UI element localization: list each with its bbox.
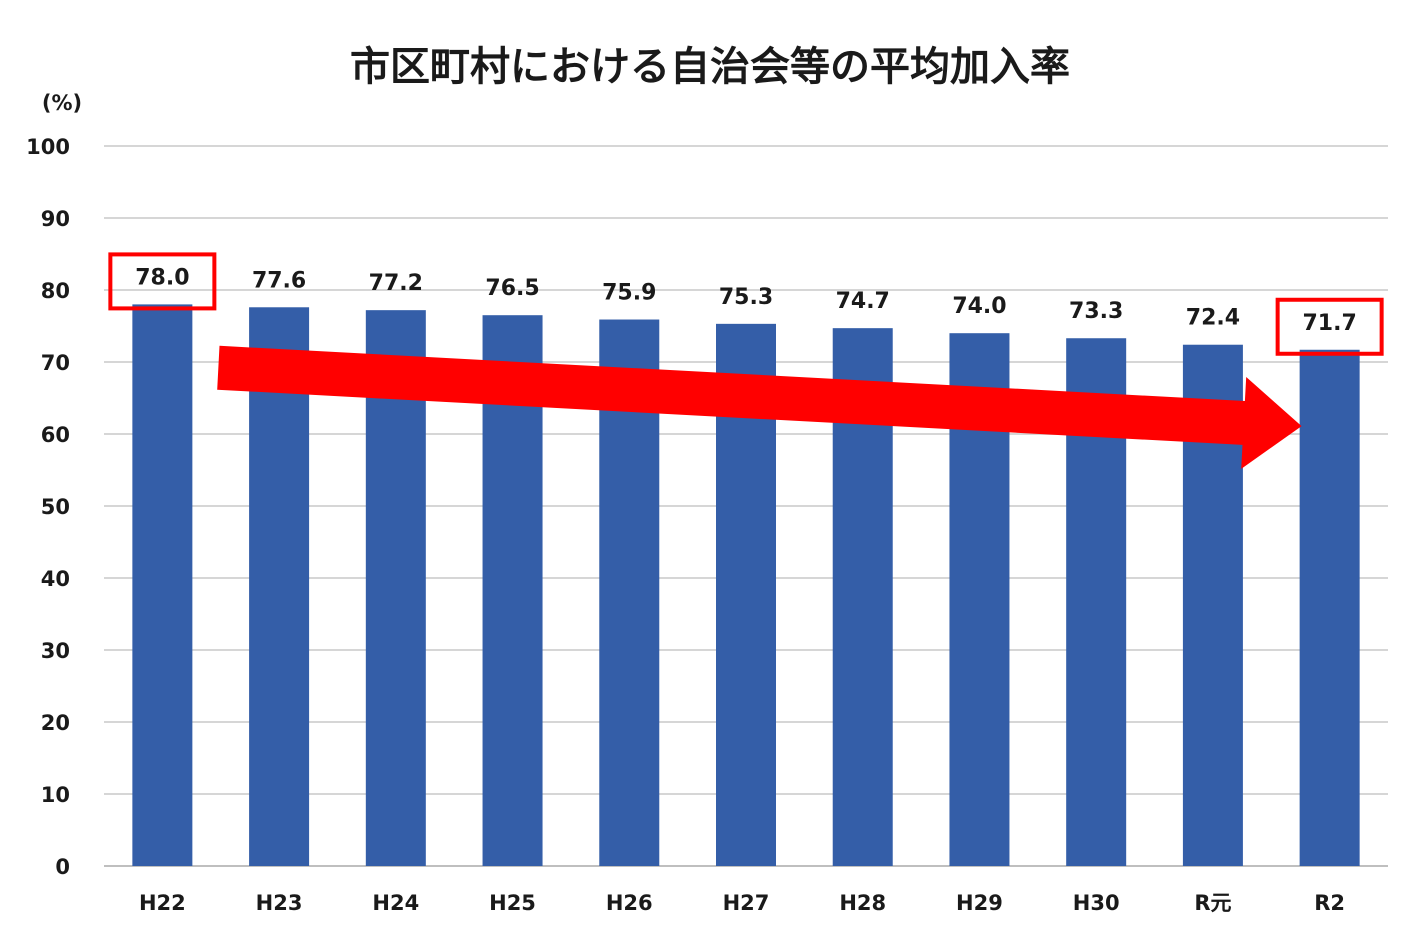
x-category-label: H30 [1073, 891, 1120, 915]
x-category-label: H23 [256, 891, 303, 915]
y-tick-label: 10 [41, 783, 70, 807]
y-tick-label: 80 [41, 279, 70, 303]
data-label: 74.7 [836, 289, 890, 314]
bar [1299, 349, 1360, 866]
data-label: 78.0 [135, 265, 189, 290]
x-category-label: R元 [1194, 891, 1231, 915]
x-category-label: H24 [372, 891, 419, 915]
y-tick-label: 40 [41, 567, 70, 591]
data-label: 77.2 [369, 271, 423, 296]
data-label: 75.9 [602, 281, 656, 306]
bar [132, 304, 193, 866]
data-label: 71.7 [1302, 311, 1356, 336]
annotations [108, 252, 1384, 469]
bars [132, 304, 1360, 867]
highlight-box [108, 252, 217, 311]
data-label: 75.3 [719, 285, 773, 310]
y-tick-label: 20 [41, 711, 70, 735]
y-axis-ticks: 0 10 20 30 40 50 60 70 80 90 100 [26, 135, 70, 879]
x-category-label: H28 [839, 891, 886, 915]
x-category-label: H29 [956, 891, 1003, 915]
data-labels: 78.0 77.6 77.2 76.5 75.9 75.3 74.7 74.0 73.3 72.4… [135, 265, 1357, 335]
data-label: 76.5 [485, 276, 539, 301]
y-tick-label: 0 [55, 855, 70, 879]
highlight-box [1275, 297, 1384, 356]
data-label: 74.0 [952, 294, 1006, 319]
chart-title: 市区町村における自治会等の平均加入率 [350, 44, 1070, 90]
bar [482, 315, 543, 866]
data-label: 77.6 [252, 268, 306, 293]
y-tick-label: 50 [41, 495, 70, 519]
x-category-label: R2 [1314, 891, 1345, 915]
x-category-label: H27 [723, 891, 770, 915]
y-tick-label: 90 [41, 207, 70, 231]
x-axis-categories: H22 H23 H24 H25 H26 H27 H28 H29 H30 R元 R2 [139, 891, 1345, 915]
y-tick-label: 60 [41, 423, 70, 447]
y-axis-unit: (%) [42, 91, 82, 115]
trend-arrow [217, 345, 1302, 469]
y-tick-label: 100 [26, 135, 70, 159]
data-label: 73.3 [1069, 299, 1123, 324]
bar [249, 307, 310, 866]
data-label: 72.4 [1186, 306, 1240, 331]
x-category-label: H26 [606, 891, 653, 915]
x-category-label: H22 [139, 891, 186, 915]
y-tick-label: 30 [41, 639, 70, 663]
bar [365, 310, 426, 866]
y-tick-label: 70 [41, 351, 70, 375]
x-category-label: H25 [489, 891, 536, 915]
